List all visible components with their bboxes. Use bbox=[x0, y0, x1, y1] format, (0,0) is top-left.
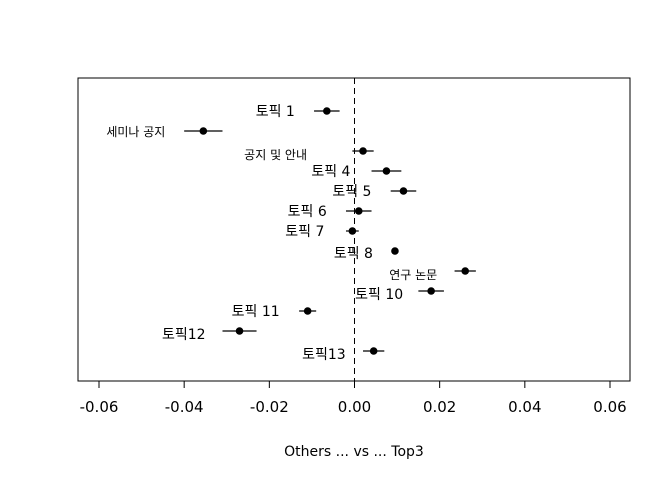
point-label: 토픽 1 bbox=[256, 104, 295, 120]
x-tick-label: 0.02 bbox=[423, 398, 456, 416]
point-label: 토픽 10 bbox=[355, 287, 403, 303]
estimate-point bbox=[199, 127, 208, 135]
estimate-point bbox=[323, 107, 331, 115]
point-label: 토픽 4 bbox=[311, 164, 350, 180]
x-tick-label: -0.02 bbox=[250, 398, 289, 416]
point-label: 토픽12 bbox=[162, 327, 206, 343]
point-label: 토픽 7 bbox=[285, 224, 324, 240]
intervals bbox=[184, 110, 476, 352]
estimate-point bbox=[235, 327, 244, 335]
estimate-point bbox=[391, 247, 399, 255]
estimate-point bbox=[399, 187, 408, 195]
x-axis-title: Others ... vs ... Top3 bbox=[284, 444, 424, 460]
points bbox=[199, 107, 470, 355]
point-label: 토픽 11 bbox=[232, 304, 280, 320]
estimate-point bbox=[348, 227, 357, 235]
estimate-point bbox=[427, 287, 435, 295]
x-tick-label: 0.04 bbox=[508, 398, 541, 416]
estimate-point bbox=[461, 267, 470, 275]
point-label: 토픽13 bbox=[302, 347, 346, 363]
estimate-point bbox=[303, 307, 312, 315]
x-tick-label: -0.04 bbox=[165, 398, 204, 416]
estimate-point bbox=[369, 347, 378, 355]
point-label: 토픽 5 bbox=[332, 184, 371, 200]
estimate-point bbox=[382, 167, 391, 175]
point-label: 토픽 6 bbox=[288, 204, 327, 220]
estimate-point bbox=[354, 207, 363, 215]
point-label: 토픽 8 bbox=[334, 246, 373, 262]
point-label: 세미나 공지 bbox=[106, 125, 165, 139]
estimate-point bbox=[359, 147, 367, 155]
x-tick-label: 0.00 bbox=[338, 398, 371, 416]
x-tick-label: -0.06 bbox=[80, 398, 119, 416]
x-tick-label: 0.06 bbox=[593, 398, 626, 416]
x-axis: -0.06 -0.04 -0.02 0.00 0.02 0.04 0.06 bbox=[80, 380, 627, 416]
point-label: 연구 논문 bbox=[389, 268, 437, 282]
point-label: 공지 및 안내 bbox=[244, 148, 307, 162]
